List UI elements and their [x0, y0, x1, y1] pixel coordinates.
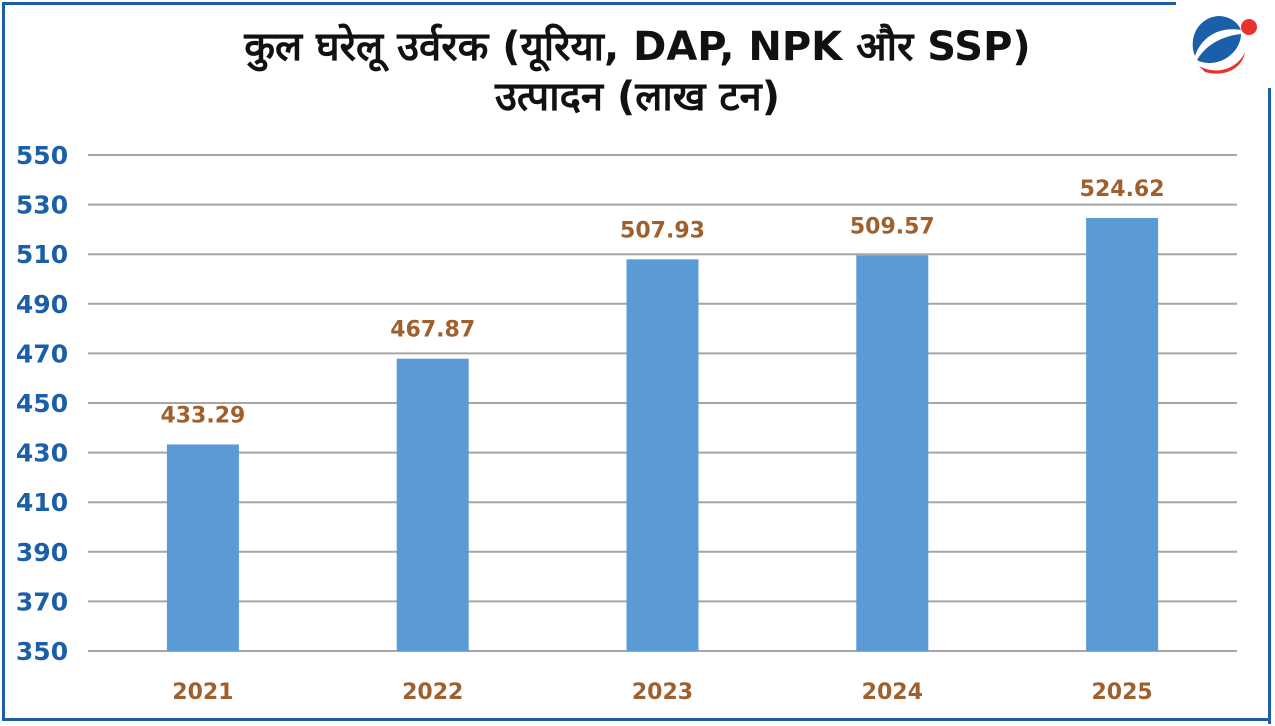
y-tick-label: 410: [16, 488, 68, 517]
x-tick-label: 2025: [1091, 680, 1152, 705]
bar-2023: [626, 259, 699, 651]
data-label: 509.57: [850, 214, 935, 239]
y-tick-label: 370: [16, 587, 68, 616]
bar-2025: [1086, 217, 1159, 652]
y-tick-label: 470: [16, 339, 68, 368]
y-tick-label: 350: [16, 637, 68, 666]
x-tick-label: 2021: [172, 680, 233, 705]
data-label: 507.93: [620, 218, 705, 243]
x-tick-label: 2022: [402, 680, 463, 705]
bar-2024: [856, 255, 929, 651]
data-label: 467.87: [390, 318, 475, 343]
chart-title: कुल घरेलू उर्वरक (यूरिया, DAP, NPK और SS…: [0, 22, 1275, 122]
y-tick-label: 390: [16, 538, 68, 567]
y-tick-label: 550: [16, 141, 68, 170]
y-tick-label: 490: [16, 290, 68, 319]
data-label: 524.62: [1080, 177, 1165, 202]
chart-title-line-1: कुल घरेलू उर्वरक (यूरिया, DAP, NPK और SS…: [244, 24, 1031, 70]
chart-frame-right: [1268, 88, 1271, 724]
logo-icon: [1192, 16, 1257, 74]
y-tick-label: 510: [16, 240, 68, 269]
data-label: 433.29: [160, 403, 245, 428]
x-tick-label: 2024: [862, 680, 923, 705]
y-tick-label: 530: [16, 191, 68, 220]
x-tick-label: 2023: [632, 680, 693, 705]
y-tick-label: 450: [16, 389, 68, 418]
bar-2021: [166, 444, 239, 651]
y-tick-label: 430: [16, 439, 68, 468]
bar-2022: [396, 358, 469, 651]
chart-title-line-2: उत्पादन (लाख टन): [494, 74, 780, 120]
